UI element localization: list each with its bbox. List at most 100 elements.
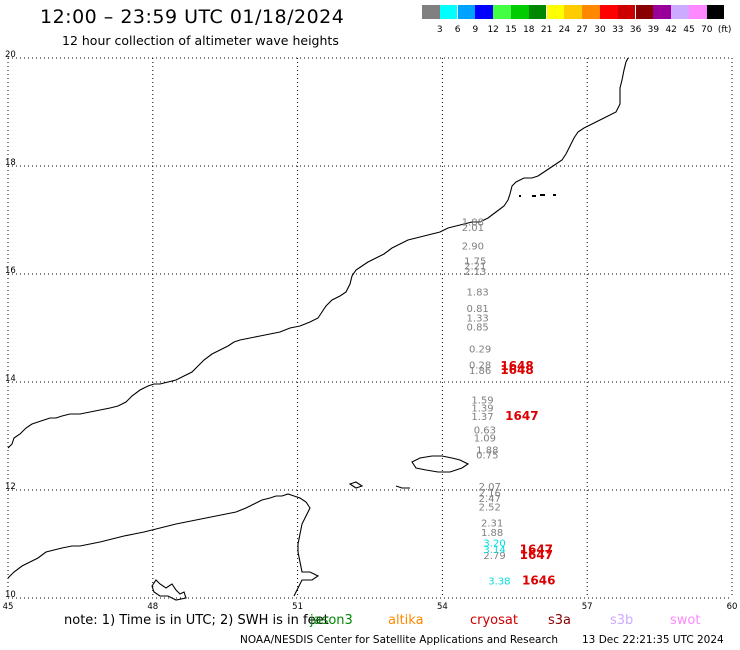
lat-tick-label: 16 bbox=[5, 266, 16, 276]
satellite-altika: altika bbox=[388, 613, 424, 628]
lat-tick-label: 14 bbox=[5, 374, 16, 384]
wave-height-value: 0.63 bbox=[474, 425, 496, 436]
coastline bbox=[7, 57, 629, 449]
legend-swatch bbox=[493, 5, 511, 19]
lat-tick-label: 12 bbox=[5, 482, 16, 492]
wave-height-value: 2.47 bbox=[479, 494, 501, 505]
legend-swatch bbox=[475, 5, 493, 19]
legend-swatch bbox=[422, 5, 440, 19]
wave-height-value: 1.37 bbox=[471, 412, 493, 423]
pass-time-label: 1648 bbox=[500, 363, 533, 377]
somali-coast-feature bbox=[151, 579, 187, 601]
map-grid bbox=[7, 57, 733, 599]
pass-time-label: 1647 bbox=[520, 548, 553, 562]
legend-label: 18 bbox=[523, 25, 535, 35]
wave-height-value: 1.88 bbox=[476, 445, 498, 456]
legend-label: 33 bbox=[612, 25, 624, 35]
wave-height-value: 0.75 bbox=[476, 451, 498, 462]
legend-swatch bbox=[689, 5, 707, 19]
legend-label: 21 bbox=[540, 25, 553, 35]
wave-height-value: 1.88 bbox=[481, 528, 503, 539]
footnote: note: 1) Time is in UTC; 2) SWH is in fe… bbox=[64, 613, 329, 628]
wave-height-value-swot: 3.38 bbox=[488, 577, 510, 588]
legend-label: 36 bbox=[629, 25, 642, 35]
legend-label: 30 bbox=[594, 25, 606, 35]
wave-height-value: 0.85 bbox=[467, 323, 489, 334]
pass-time-label: 1647 bbox=[520, 543, 553, 557]
wave-height-value: 1.09 bbox=[474, 433, 496, 444]
lon-tick-label: 57 bbox=[581, 602, 593, 612]
map-title: 12:00 – 23:59 UTC 01/18/2024 bbox=[40, 6, 345, 28]
legend-label: 39 bbox=[647, 25, 660, 35]
wave-height-value-swot: 3.14 bbox=[483, 545, 505, 556]
wave-height-value: 1.59 bbox=[471, 396, 493, 407]
wave-height-value: 1.39 bbox=[471, 404, 493, 415]
footer-timestamp: 13 Dec 22:21:35 UTC 2024 bbox=[582, 634, 724, 646]
pass-time-label: 1647 bbox=[505, 409, 538, 423]
footer-credit: NOAA/NESDIS Center for Satellite Applica… bbox=[240, 634, 558, 646]
legend-label: 15 bbox=[505, 25, 517, 35]
legend-swatch bbox=[617, 5, 636, 19]
lon-tick-label: 51 bbox=[292, 602, 304, 612]
legend-label: 6 bbox=[454, 25, 461, 35]
satellite-s3b: s3b bbox=[610, 613, 634, 628]
kuria-muria-islands bbox=[519, 194, 556, 197]
legend-swatch bbox=[706, 5, 725, 19]
socotra-island bbox=[411, 455, 470, 473]
legend-label: 70 bbox=[701, 25, 713, 35]
legend-label: 24 bbox=[558, 25, 571, 35]
legend-swatch bbox=[457, 5, 476, 19]
lat-tick-label: 18 bbox=[5, 158, 16, 168]
satellite-jason3: jason3 bbox=[310, 613, 353, 628]
satellite-s3a: s3a bbox=[548, 613, 572, 628]
satellite-cryosat: cryosat bbox=[470, 613, 518, 628]
observation-labels: 1.882.012.901.752.212.131.830.811.330.85… bbox=[462, 217, 556, 587]
small-island-west bbox=[348, 481, 364, 489]
legend-label: 42 bbox=[665, 25, 677, 35]
legend-swatch bbox=[511, 5, 529, 19]
legend-swatch bbox=[528, 5, 547, 19]
lon-tick-label: 48 bbox=[147, 602, 159, 612]
wave-height-value: 2.21 bbox=[464, 262, 486, 273]
wave-height-value: 2.90 bbox=[462, 242, 484, 253]
legend-swatch bbox=[546, 5, 565, 19]
pass-time-label: 1648 bbox=[500, 359, 533, 373]
wave-height-value: 0.29 bbox=[469, 344, 491, 355]
wave-height-value: 2.79 bbox=[483, 551, 505, 562]
legend-swatch bbox=[671, 5, 689, 19]
satellite-swot: swot bbox=[670, 613, 701, 628]
legend-swatch bbox=[582, 5, 600, 19]
legend-label: 12 bbox=[487, 25, 499, 35]
legend-swatch bbox=[564, 5, 582, 19]
lon-tick-label: 45 bbox=[2, 602, 14, 612]
lat-tick-label: 20 bbox=[5, 50, 16, 60]
map-subtitle: 12 hour collection of altimeter wave hei… bbox=[62, 33, 339, 48]
pass-time-label: 1646 bbox=[522, 574, 555, 588]
wave-height-value: 1.83 bbox=[467, 288, 489, 299]
legend-label: 27 bbox=[576, 25, 588, 35]
legend-label: 3 bbox=[436, 25, 443, 35]
small-island-east bbox=[395, 485, 410, 489]
legend-swatch bbox=[600, 5, 618, 19]
wave-height-value: 2.52 bbox=[479, 503, 501, 514]
lat-tick-label: 10 bbox=[5, 590, 16, 600]
wave-height-value: 0.28 bbox=[469, 361, 491, 372]
legend-swatch bbox=[439, 5, 458, 19]
legend-label: (ft) bbox=[717, 25, 732, 35]
legend-swatch bbox=[653, 5, 671, 19]
legend-label: 9 bbox=[472, 25, 479, 35]
wave-height-value: 2.16 bbox=[479, 488, 501, 499]
wave-height-value: 1.88 bbox=[462, 217, 484, 228]
wave-height-value: 2.07 bbox=[479, 482, 501, 493]
wave-height-value: 2.31 bbox=[481, 519, 503, 530]
southern-coastline bbox=[7, 493, 320, 597]
lon-tick-label: 54 bbox=[436, 602, 448, 612]
wave-height-value: 1.75 bbox=[464, 256, 486, 267]
wave-height-value: 1.86 bbox=[469, 366, 491, 377]
legend-swatch bbox=[635, 5, 654, 19]
legend-label: 45 bbox=[683, 25, 695, 35]
lon-tick-label: 60 bbox=[726, 602, 738, 612]
wave-height-value: 2.01 bbox=[462, 223, 484, 234]
wave-height-value-swot: 3.20 bbox=[483, 539, 505, 550]
